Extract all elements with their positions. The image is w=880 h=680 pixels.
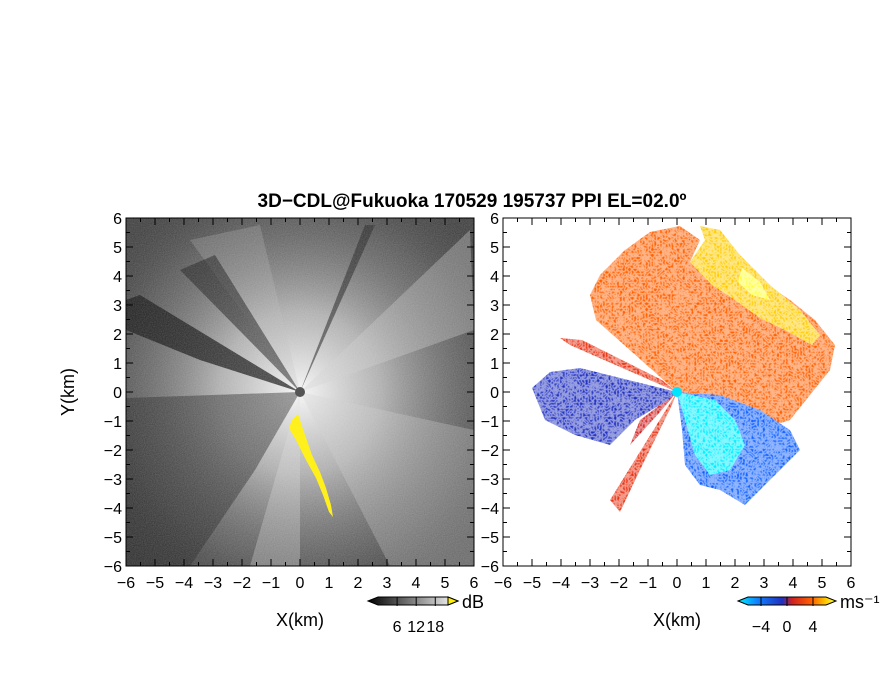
velocity-y-tick-label: 4: [490, 269, 499, 286]
reflectivity-y-tick-label: 1: [113, 356, 122, 373]
reflectivity-colorbar-unit: dB: [462, 592, 484, 612]
reflectivity-colorbar-tick-label: 12: [407, 619, 425, 636]
reflectivity-x-tick-label: 0: [296, 575, 305, 592]
reflectivity-x-tick-label: −4: [175, 575, 193, 592]
reflectivity-y-tick-label: −2: [104, 443, 122, 460]
radar-site-marker: [295, 387, 305, 397]
reflectivity-y-tick-label: −5: [104, 530, 122, 547]
reflectivity-y-tick-label: −3: [104, 472, 122, 489]
reflectivity-panel: −6 −5 −4 −3 −2 −1 0 1 2 3 4 5 6 −6 −5 −4 −3 −2 −1 0 1 2 3 4 5 6 X…: [58, 211, 479, 630]
velocity-x-tick-label: −1: [639, 575, 657, 592]
reflectivity-x-tick-label: 3: [383, 575, 392, 592]
velocity-x-tick-label: −5: [523, 575, 541, 592]
velocity-x-tick-label: −3: [581, 575, 599, 592]
reflectivity-axes: −6 −5 −4 −3 −2 −1 0 1 2 3 4 5 6 −6 −5 −4 −3 −2 −1 0 1 2 3 4 5 6: [104, 211, 479, 592]
reflectivity-y-tick-label: 0: [113, 385, 122, 402]
velocity-colorbar-tick-label: −4: [752, 619, 770, 636]
reflectivity-image: [126, 218, 474, 566]
velocity-y-tick-label: 5: [490, 240, 499, 257]
velocity-image: [503, 218, 851, 566]
reflectivity-y-tick-label: 2: [113, 327, 122, 344]
reflectivity-y-axis-label: Y(km): [58, 368, 78, 416]
velocity-y-tick-label: 0: [490, 385, 499, 402]
reflectivity-x-tick-label: 6: [470, 575, 479, 592]
velocity-x-tick-label: 4: [789, 575, 798, 592]
velocity-x-tick-label: 5: [818, 575, 827, 592]
velocity-y-tick-label: −2: [481, 443, 499, 460]
velocity-colorbar-tick-label: 4: [809, 619, 818, 636]
reflectivity-y-tick-label: 3: [113, 298, 122, 315]
reflectivity-y-tick-label: −1: [104, 414, 122, 431]
reflectivity-colorbar-over-arrow: [447, 596, 460, 606]
velocity-colorbar: −4 0 4 ms⁻¹: [736, 592, 880, 636]
velocity-x-tick-label: 3: [760, 575, 769, 592]
velocity-y-tick-label: 6: [490, 211, 499, 228]
velocity-y-tick-label: 2: [490, 327, 499, 344]
reflectivity-y-tick-label: −4: [104, 501, 122, 518]
reflectivity-y-tick-label: 6: [113, 211, 122, 228]
velocity-x-tick-label: 1: [702, 575, 711, 592]
velocity-y-tick-label: −3: [481, 472, 499, 489]
velocity-y-tick-label: −6: [481, 559, 499, 576]
reflectivity-colorbar-bar: [366, 596, 460, 606]
velocity-x-tick-label: 2: [731, 575, 740, 592]
radar-site-marker: [672, 387, 682, 397]
reflectivity-colorbar: 6 12 18 dB: [366, 592, 484, 636]
reflectivity-y-tick-label: 4: [113, 269, 122, 286]
velocity-x-tick-label: −2: [610, 575, 628, 592]
reflectivity-x-tick-label: −2: [233, 575, 251, 592]
velocity-y-tick-label: −4: [481, 501, 499, 518]
reflectivity-x-tick-label: 4: [412, 575, 421, 592]
velocity-x-axis-label: X(km): [653, 610, 701, 630]
reflectivity-x-tick-label: −1: [262, 575, 280, 592]
reflectivity-y-tick-label: 5: [113, 240, 122, 257]
velocity-colorbar-tick-label: 0: [783, 619, 792, 636]
reflectivity-colorbar-tick-label: 6: [393, 619, 402, 636]
reflectivity-x-tick-label: −3: [204, 575, 222, 592]
velocity-x-tick-label: 0: [673, 575, 682, 592]
velocity-x-tick-label: −6: [494, 575, 512, 592]
velocity-panel: −6 −5 −4 −3 −2 −1 0 1 2 3 4 5 6 −6 −5 −4 −3 −2 −1 0 1 2 3 4 5 6 X…: [481, 211, 856, 630]
figure-title: 3D−CDL@Fukuoka 170529 195737 PPI EL=02.0…: [258, 191, 687, 212]
velocity-colorbar-unit: ms⁻¹: [840, 592, 880, 612]
velocity-y-tick-label: 1: [490, 356, 499, 373]
velocity-y-tick-label: −1: [481, 414, 499, 431]
reflectivity-x-tick-label: −6: [117, 575, 135, 592]
reflectivity-colorbar-tick-label: 18: [426, 619, 444, 636]
velocity-axes: −6 −5 −4 −3 −2 −1 0 1 2 3 4 5 6 −6 −5 −4 −3 −2 −1 0 1 2 3 4 5 6: [481, 211, 856, 592]
velocity-x-tick-label: −4: [552, 575, 570, 592]
velocity-x-tick-label: 6: [847, 575, 856, 592]
reflectivity-x-axis-label: X(km): [276, 610, 324, 630]
velocity-y-tick-label: 3: [490, 298, 499, 315]
reflectivity-y-tick-label: −6: [104, 559, 122, 576]
reflectivity-x-tick-label: −5: [146, 575, 164, 592]
reflectivity-x-tick-label: 2: [354, 575, 363, 592]
reflectivity-x-tick-label: 5: [441, 575, 450, 592]
reflectivity-x-tick-label: 1: [325, 575, 334, 592]
velocity-y-tick-label: −5: [481, 530, 499, 547]
